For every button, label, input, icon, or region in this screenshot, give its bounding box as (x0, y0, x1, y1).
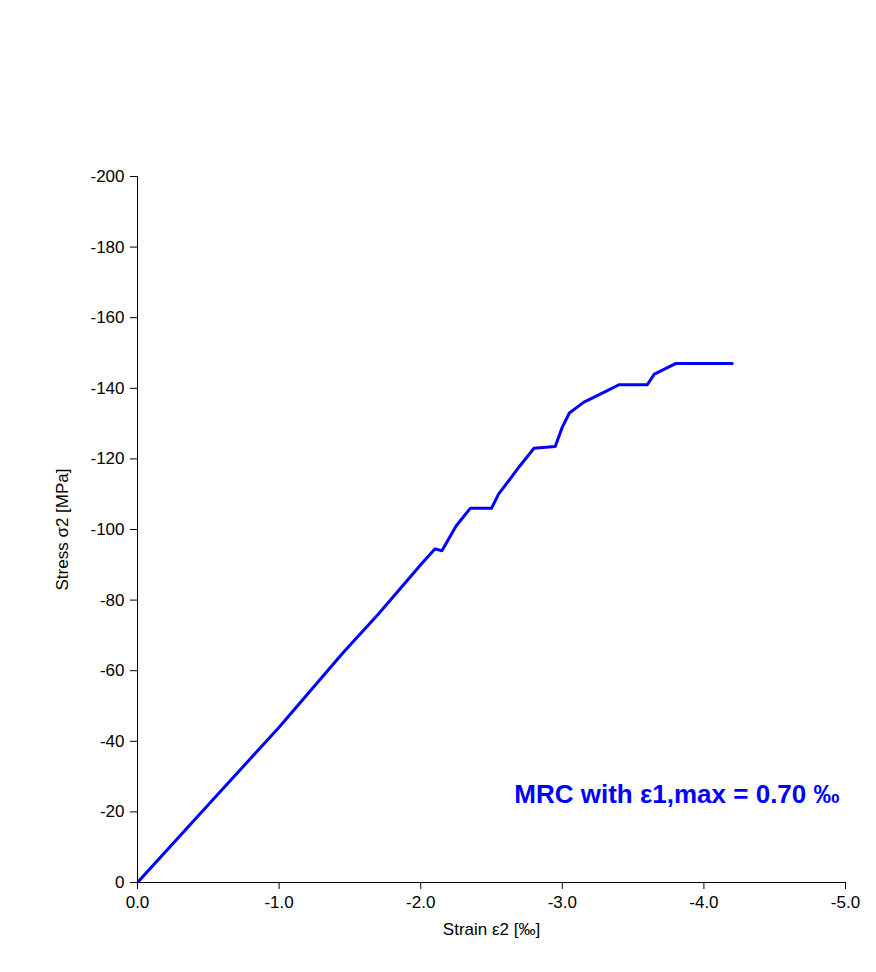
svg-text:-1.0: -1.0 (264, 893, 293, 912)
svg-text:-160: -160 (90, 308, 124, 327)
svg-text:Strain ε2 [‰]: Strain ε2 [‰] (443, 920, 540, 939)
svg-text:-2.0: -2.0 (406, 893, 435, 912)
svg-text:0.0: 0.0 (126, 893, 150, 912)
svg-text:Stress σ2 [MPa]: Stress σ2 [MPa] (53, 469, 72, 591)
svg-text:-20: -20 (100, 802, 125, 821)
svg-text:-100: -100 (90, 520, 124, 539)
svg-text:-40: -40 (100, 732, 125, 751)
svg-text:-3.0: -3.0 (548, 893, 577, 912)
svg-text:-5.0: -5.0 (831, 893, 860, 912)
svg-text:-4.0: -4.0 (689, 893, 718, 912)
svg-text:-80: -80 (100, 591, 125, 610)
svg-text:-140: -140 (90, 379, 124, 398)
svg-text:-120: -120 (90, 449, 124, 468)
svg-text:-60: -60 (100, 661, 125, 680)
svg-text:-200: -200 (90, 167, 124, 186)
svg-text:-180: -180 (90, 238, 124, 257)
svg-text:0: 0 (115, 873, 124, 892)
svg-text:MRC with ε1,max = 0.70 ‰: MRC with ε1,max = 0.70 ‰ (514, 779, 839, 809)
